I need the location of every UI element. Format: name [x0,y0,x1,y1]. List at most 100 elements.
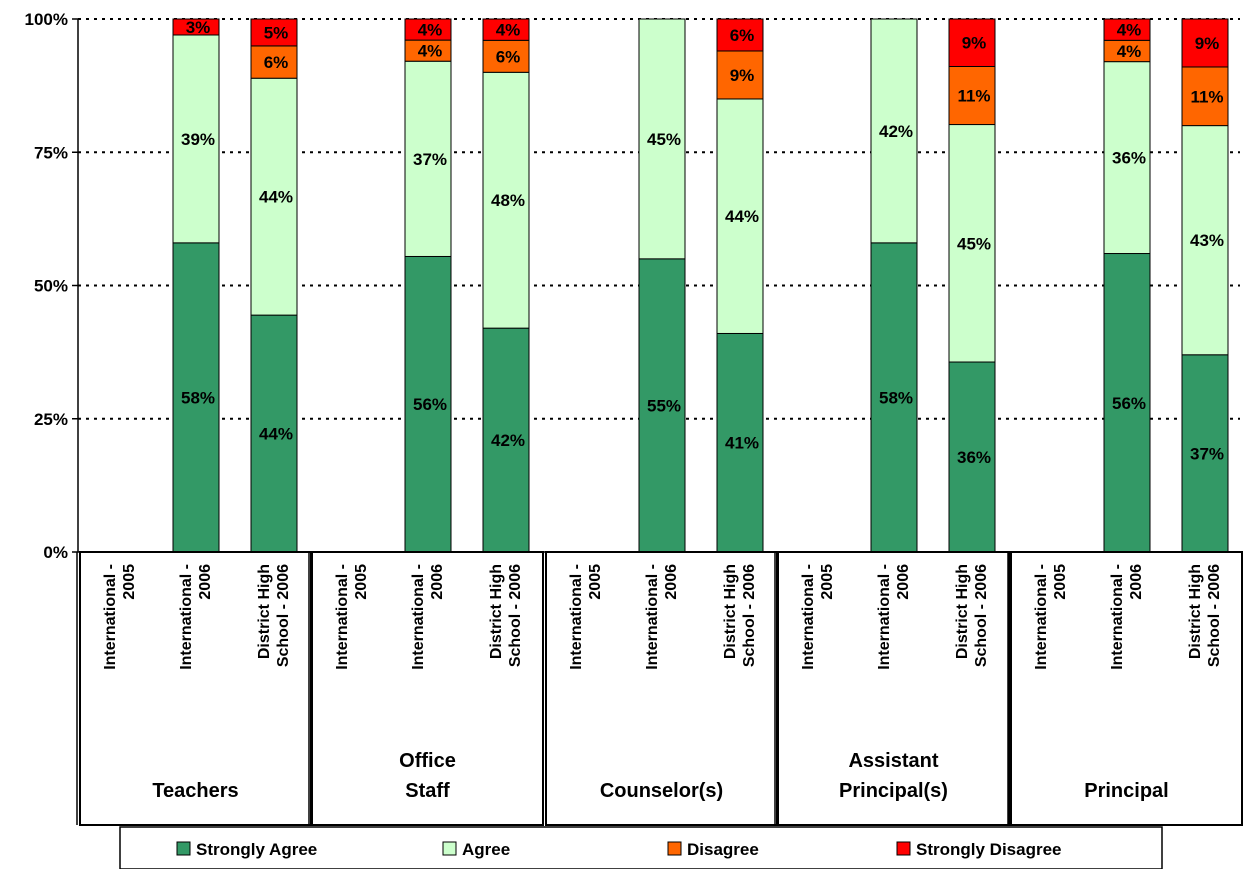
data-label: 44% [259,188,293,207]
bar-segment [948,124,996,363]
sub-category-label: International -2006 [644,564,680,670]
data-label: 45% [647,130,681,149]
category-box [1010,551,1243,826]
bar-segment [870,242,918,553]
data-label: 44% [725,207,759,226]
sub-category-label: International -2005 [1033,564,1069,670]
legend-label: Strongly Disagree [916,840,1062,859]
bars: 58% 39% 3% 44% 44% 6% 5% 56% 37% 4% 4% 42% 48% 6% 4% 55… [172,18,1229,553]
sub-category-label: International -2005 [568,564,604,670]
data-label: 9% [1195,34,1220,53]
bar-segment [716,18,764,52]
data-label: 56% [413,395,447,414]
bar-segment [638,258,686,553]
sub-category-label: International -2006 [178,564,214,670]
sub-category-label: International -2006 [1109,564,1145,670]
data-label: 45% [957,234,991,253]
legend-swatch [442,841,457,856]
data-label: 58% [181,388,215,407]
data-label: 6% [730,26,755,45]
data-label: 48% [491,191,525,210]
data-label: 36% [957,448,991,467]
bar-segment [172,18,220,36]
data-label: 37% [1190,444,1224,463]
y-tick-label: 50% [34,277,68,296]
data-label: 4% [1117,21,1142,40]
y-tick-label: 100% [25,10,68,29]
sub-category-label: International -2005 [334,564,370,670]
bar-segment [250,45,298,79]
sub-category-label: International -2006 [410,564,446,670]
data-label: 42% [879,122,913,141]
data-label: 4% [496,21,521,40]
sub-category-label: District High School - 2006 [1187,564,1223,667]
sub-category-label: District High School - 2006 [722,564,758,667]
sub-category-label: District High School - 2006 [256,564,292,667]
group-label: Office Staff [399,750,456,802]
bar-segment [1181,125,1229,356]
bar-segment [404,60,452,257]
group-label: Counselor(s) [600,780,723,802]
bar-segment [482,71,530,329]
data-label: 44% [259,425,293,444]
bar-segment [870,18,918,244]
bar-segment [482,39,530,73]
data-label: 4% [418,21,443,40]
data-label: 9% [730,66,755,85]
sub-category-label: District High School - 2006 [488,564,524,667]
legend: Strongly Agree Agree Disagree Strongly Disa… [119,826,1163,869]
sub-category-label: International -2005 [800,564,836,670]
group-label: Teachers [152,780,238,802]
bar-segment [716,332,764,553]
data-label: 58% [879,388,913,407]
sub-category-label: District High School - 2006 [954,564,990,667]
data-label: 41% [725,434,759,453]
category-box [777,551,1010,826]
data-label: 6% [496,47,521,66]
legend-label: Agree [462,840,510,859]
bar-segment [250,18,298,47]
data-label: 56% [1112,394,1146,413]
x-axis-categories: International -2005 International -2006 Di… [76,551,1243,826]
data-label: 4% [418,42,443,61]
data-label: 6% [264,53,289,72]
data-label: 9% [962,34,987,53]
data-label: 4% [1117,42,1142,61]
data-label: 11% [1190,87,1223,106]
bar-segment [482,327,530,553]
bar-segment [638,18,686,260]
data-label: 11% [957,87,990,106]
bar-segment [716,50,764,100]
data-label: 5% [264,23,289,42]
data-label: 42% [491,431,525,450]
bar-segment [948,65,996,126]
data-label: 3% [186,18,211,37]
legend-swatch [896,841,911,856]
legend-label: Strongly Agree [196,840,317,859]
legend-swatch [667,841,682,856]
sub-category-label: International -2005 [102,564,138,670]
group-label: Assistant Principal(s) [839,750,948,802]
bar-segment [948,18,996,67]
legend-label: Disagree [687,840,759,859]
bar-segment [404,18,452,41]
sub-category-label: International -2006 [876,564,912,670]
bar-segment [404,255,452,553]
legend-box [119,826,1163,869]
data-label: 39% [181,130,215,149]
bar-segment [482,18,530,41]
data-label: 36% [1112,149,1146,168]
bar-segment [948,361,996,553]
data-label: 43% [1190,231,1224,250]
y-tick-label: 75% [34,143,68,162]
y-tick-label: 0% [43,543,68,562]
group-label: Principal [1084,780,1168,802]
bar-segment [1181,66,1229,127]
bar-segment [1181,18,1229,68]
data-label: 55% [647,396,681,415]
bar-segment [716,98,764,334]
bar-segment [1103,18,1151,41]
data-label: 37% [413,150,447,169]
y-tick-label: 25% [34,410,68,429]
